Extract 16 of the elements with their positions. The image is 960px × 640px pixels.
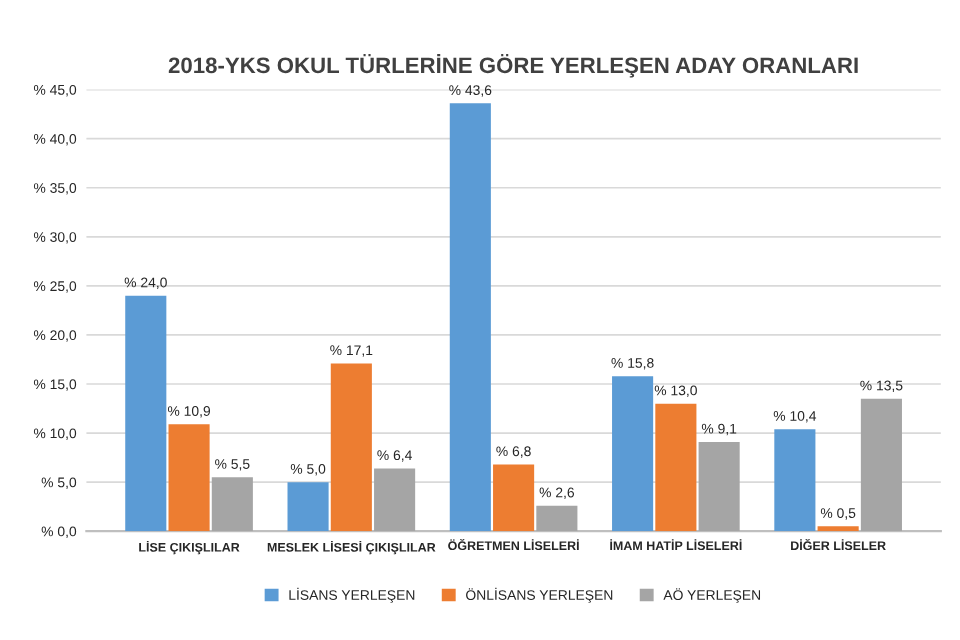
bar <box>612 376 654 532</box>
bar <box>211 477 253 532</box>
bar <box>168 424 210 532</box>
bar <box>125 295 167 532</box>
bar <box>698 441 740 532</box>
chart-title: 2018-YKS OKUL TÜRLERİNE GÖRE YERLEŞEN ADAY ORANLARI <box>168 53 858 78</box>
bar <box>536 505 578 532</box>
bar <box>330 363 372 532</box>
bar <box>287 482 329 532</box>
bar <box>774 429 816 532</box>
bar <box>655 403 697 532</box>
bar <box>493 464 535 532</box>
bar <box>817 526 859 532</box>
bar <box>374 468 416 532</box>
bar <box>860 398 902 532</box>
bar <box>449 103 491 532</box>
